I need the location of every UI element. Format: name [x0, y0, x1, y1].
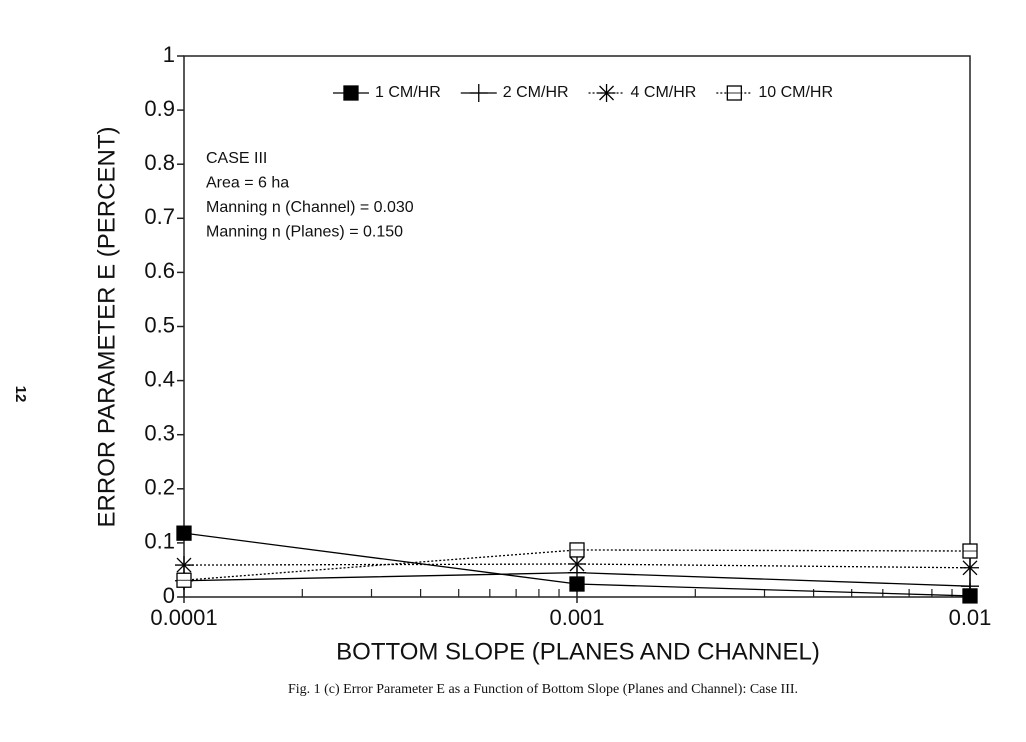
legend-marker — [597, 84, 616, 102]
legend-label: 10 CM/HR — [758, 84, 833, 101]
marker — [176, 525, 192, 541]
marker-shape — [569, 556, 585, 572]
y-tick-label: 1 — [163, 42, 175, 67]
y-tick-label: 0.5 — [144, 312, 175, 337]
marker — [569, 542, 585, 558]
marker — [176, 572, 192, 588]
y-tick-label: 0.7 — [144, 204, 175, 229]
legend-marker — [469, 84, 488, 102]
marker — [175, 556, 193, 575]
y-tick-label: 0 — [163, 583, 175, 608]
y-tick-label: 0.8 — [144, 150, 175, 175]
marker — [961, 577, 979, 596]
marker — [962, 543, 978, 559]
legend-marker — [343, 85, 359, 101]
x-axis-label: BOTTOM SLOPE (PLANES AND CHANNEL) — [336, 638, 820, 665]
y-tick-label: 0.3 — [144, 421, 175, 446]
marker-shape — [176, 525, 192, 541]
legend-marker — [726, 85, 742, 101]
marker-shape — [176, 557, 192, 573]
marker — [961, 558, 979, 577]
annotation: Manning n (Planes) = 0.150 — [206, 224, 403, 241]
series-line — [183, 549, 971, 581]
x-tick-label: 0.01 — [949, 605, 992, 630]
y-tick-label: 0.1 — [144, 529, 175, 554]
annotation: Manning n (Channel) = 0.030 — [206, 199, 414, 216]
page-number: 12 — [12, 386, 29, 403]
legend-label: 2 CM/HR — [503, 84, 569, 101]
legend: 1 CM/HR 2 CM/HR 4 CM/HR 10 CM/HR — [332, 84, 833, 102]
y-tick-label: 0.9 — [144, 96, 175, 121]
legend-label: 1 CM/HR — [375, 84, 441, 101]
y-tick-label: 0.4 — [144, 366, 175, 391]
caption: Fig. 1 (c) Error Parameter E as a Functi… — [288, 682, 798, 697]
y-tick-label: 0.6 — [144, 258, 175, 283]
marker-shape — [343, 85, 359, 101]
marker — [568, 554, 586, 573]
legend-label: 4 CM/HR — [631, 84, 697, 101]
y-axis-label: ERROR PARAMETER E (PERCENT) — [93, 127, 120, 528]
marker-shape — [962, 560, 978, 576]
annotation: Area = 6 ha — [206, 175, 289, 192]
x-tick-label: 0.001 — [549, 605, 604, 630]
marker-shape — [599, 85, 615, 101]
x-tick-label: 0.0001 — [150, 605, 217, 630]
annotation: CASE III — [206, 150, 267, 167]
y-tick-label: 0.2 — [144, 475, 175, 500]
